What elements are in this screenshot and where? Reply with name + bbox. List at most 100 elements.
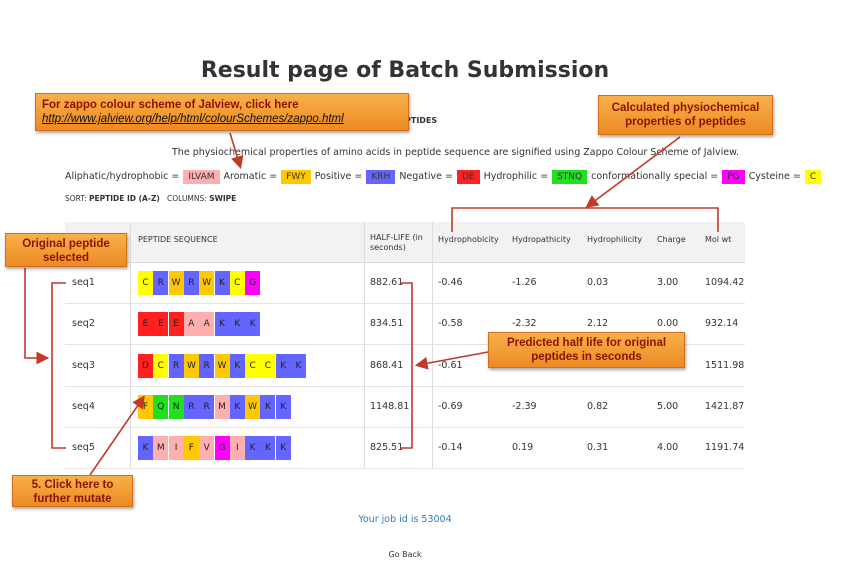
residue: ​ — [183, 436, 199, 461]
columns-value: SWIPE — [209, 194, 237, 203]
residue: ​ — [229, 353, 245, 378]
column-header: Hydrophobicity — [438, 235, 499, 244]
residue: ​ — [245, 353, 261, 378]
legend-chip: FWY — [281, 170, 311, 184]
callout: For zappo colour scheme of Jalview, clic… — [35, 93, 409, 131]
cell-value: -0.61 — [438, 359, 463, 371]
cell-value: 4.00 — [657, 442, 679, 454]
peptide-id: seq1 — [72, 277, 95, 288]
residue: ​ — [199, 271, 215, 295]
table-header-bg — [65, 222, 745, 263]
residue: ​ — [229, 271, 245, 295]
residue: ​ — [138, 271, 153, 295]
cell-value: 1421.87 — [705, 400, 745, 412]
cell-value: 1191.74 — [705, 442, 745, 454]
legend-chip: STNQ — [552, 170, 588, 184]
legend-chip: PG — [722, 170, 745, 184]
column-header: Hydropathicity — [512, 235, 571, 244]
residue: ​ — [153, 312, 169, 337]
residue: ​ — [229, 312, 245, 337]
residue: ​ — [245, 436, 261, 461]
legend: Aliphatic/hydrophobic = ILVAM Aromatic = FW… — [65, 170, 825, 184]
residue: ​ — [199, 394, 215, 419]
residue: ​ — [214, 353, 230, 378]
intro-text: The physiochemical properties of amino a… — [172, 147, 740, 158]
callout-link[interactable]: http://www.jalview.org/help/html/colourS… — [42, 113, 344, 125]
residue: ​ — [138, 436, 153, 461]
peptide-id: seq4 — [72, 400, 95, 412]
residue: ​ — [214, 436, 230, 461]
residue: ​ — [138, 312, 153, 337]
column-header: Mol wt — [705, 235, 732, 244]
legend-chip: ILVAM — [183, 170, 220, 184]
sort-value[interactable]: PEPTIDE ID (A-Z) — [89, 194, 160, 203]
go-back[interactable]: Go Back — [388, 550, 422, 559]
residue: ​ — [229, 394, 245, 419]
cell-value: 0.00 — [657, 318, 679, 330]
cell-value: -0.69 — [438, 400, 463, 412]
row-divider — [65, 426, 745, 428]
callout[interactable]: 5. Click here to further mutate — [12, 475, 133, 507]
residue: ​ — [214, 312, 230, 337]
row-divider — [65, 385, 745, 387]
residue: ​ — [168, 353, 184, 378]
row-divider — [65, 468, 745, 470]
cell-value: 2.12 — [587, 318, 609, 330]
row-divider — [65, 303, 745, 304]
residue: ​ — [183, 312, 199, 337]
cell-value: -1.26 — [512, 277, 537, 288]
column-header: PEPTIDE SEQUENCE — [138, 235, 218, 244]
cell-value: 0.82 — [587, 400, 609, 412]
residue: ​ — [168, 436, 184, 461]
cell-value: 1148.81 — [370, 400, 410, 412]
cell-value: -0.58 — [438, 318, 463, 330]
residue: ​ — [291, 353, 306, 378]
cell-value: -0.14 — [438, 442, 463, 454]
heading-fragment: PTIDES — [405, 116, 438, 125]
residue: ​ — [275, 394, 291, 419]
legend-label: Aromatic = — [223, 171, 278, 182]
cell-value: 882.61 — [370, 277, 404, 288]
arrow — [229, 132, 244, 170]
residue: ​ — [260, 353, 276, 378]
cell-value: 1511.98 — [705, 359, 745, 371]
residue: ​ — [168, 394, 184, 419]
residue: ​ — [138, 353, 153, 378]
peptide-id: seq3 — [72, 359, 95, 371]
residue: ​ — [199, 312, 215, 337]
residue: ​ — [275, 353, 291, 378]
residue: ​ — [275, 436, 291, 461]
residue: ​ — [153, 353, 169, 378]
bracket — [451, 207, 719, 232]
legend-label: conformationally special = — [591, 171, 719, 182]
legend-label: Negative = — [399, 171, 453, 182]
cell-value: 5.00 — [657, 400, 679, 412]
residue: ​ — [199, 353, 215, 378]
peptide-id: seq5 — [72, 442, 95, 454]
residue: ​ — [183, 394, 199, 419]
columns-label: COLUMNS: — [167, 194, 207, 203]
legend-label: Hydrophilic = — [483, 171, 549, 182]
residue: ​ — [168, 312, 184, 337]
residue: ​ — [199, 436, 215, 461]
cell-value: 0.31 — [587, 442, 609, 454]
legend-chip: DE — [456, 170, 480, 184]
legend-label: Aliphatic/hydrophobic = — [65, 171, 180, 182]
residue: ​ — [214, 394, 230, 419]
legend-chip: KRH — [366, 170, 396, 184]
sort-bar: SORT: PEPTIDE ID (A-Z) COLUMNS: SWIPE — [65, 194, 236, 203]
job-id: Your job id is 53004 — [358, 514, 452, 525]
cell-value: 0.19 — [512, 442, 534, 454]
residue: ​ — [245, 394, 261, 419]
legend-label: Positive = — [314, 171, 363, 182]
bracket — [400, 282, 413, 449]
residue: ​ — [183, 271, 199, 295]
callout-text: For zappo colour scheme of Jalview, clic… — [42, 99, 299, 111]
